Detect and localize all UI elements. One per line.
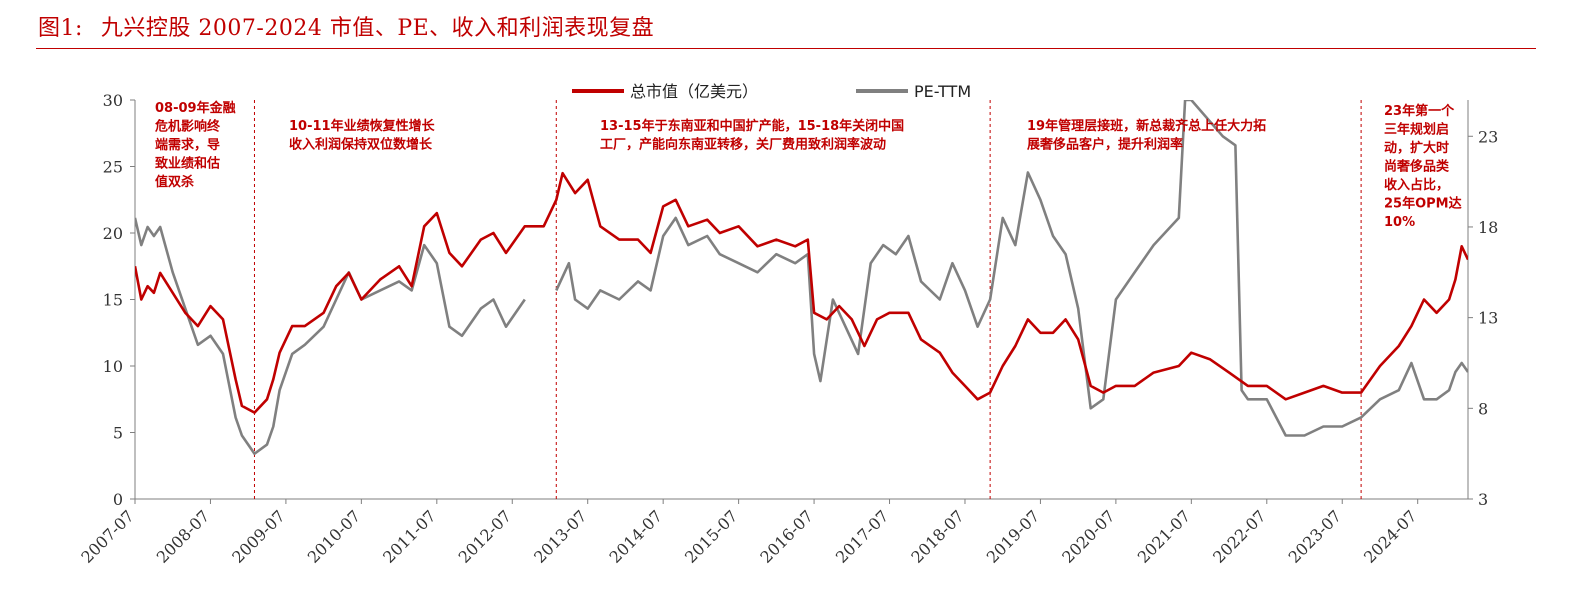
x-tick-label: 2022-07 xyxy=(1209,506,1269,566)
y-right-tick-label: 13 xyxy=(1478,309,1498,328)
annotation-line: 危机影响终 xyxy=(155,119,221,135)
x-tick-label: 2020-07 xyxy=(1058,506,1118,566)
legend-label-pe: PE-TTM xyxy=(914,82,971,101)
annotation-line: 收入利润保持双位数增长 xyxy=(289,137,433,153)
annotation-line: 19年管理层接班，新总裁齐总上任大力拓 xyxy=(1027,118,1266,134)
x-tick-label: 2016-07 xyxy=(756,506,816,566)
annotation-line: 25年OPM达 xyxy=(1384,196,1462,212)
y-left-tick-label: 0 xyxy=(113,490,123,509)
x-tick-label: 2009-07 xyxy=(228,506,288,566)
annotation-line: 23年第一个 xyxy=(1384,103,1455,119)
annotation-line: 三年规划启 xyxy=(1384,122,1449,138)
annotation-line: 致业绩和估 xyxy=(155,156,220,172)
annotation-line: 尚奢侈品类 xyxy=(1384,159,1450,175)
pe-ttm-line xyxy=(135,217,526,456)
market-cap-line xyxy=(135,171,1468,414)
x-tick-label: 2024-07 xyxy=(1360,506,1420,566)
x-tick-label: 2017-07 xyxy=(832,506,892,566)
figure-title: 图1: 九兴控股 2007-2024 市值、PE、收入和利润表现复盘 xyxy=(38,10,654,42)
y-right-tick-label: 3 xyxy=(1478,490,1488,509)
x-tick-label: 2008-07 xyxy=(153,506,213,566)
y-left-tick-label: 25 xyxy=(103,158,123,177)
annotation-line: 动，扩大时 xyxy=(1384,140,1449,156)
x-tick-label: 2023-07 xyxy=(1285,506,1345,566)
figure-title-text: 九兴控股 2007-2024 市值、PE、收入和利润表现复盘 xyxy=(100,16,655,41)
annotation-line: 工厂，产能向东南亚转移，关厂费用致利润率波动 xyxy=(600,137,886,153)
annotation-line: 10% xyxy=(1384,215,1415,230)
annotation-line: 值双杀 xyxy=(155,174,194,190)
figure-number: 图1: xyxy=(38,16,83,41)
x-tick-label: 2010-07 xyxy=(304,506,364,566)
x-tick-label: 2007-07 xyxy=(77,506,137,566)
x-tick-label: 2013-07 xyxy=(530,506,590,566)
legend-label-market-cap: 总市值（亿美元） xyxy=(630,82,758,101)
y-right-tick-label: 18 xyxy=(1478,218,1498,237)
x-tick-label: 2021-07 xyxy=(1134,506,1194,566)
y-left-tick-label: 15 xyxy=(103,291,123,310)
y-right-tick-label: 8 xyxy=(1478,399,1488,418)
y-left-tick-label: 5 xyxy=(113,424,123,443)
annotation-line: 10-11年业绩恢复性增长 xyxy=(289,118,436,134)
annotation-line: 展奢侈品客户，提升利润率 xyxy=(1027,137,1183,153)
x-tick-label: 2015-07 xyxy=(681,506,741,566)
y-left-tick-label: 10 xyxy=(103,357,123,376)
annotation-line: 13-15年于东南亚和中国扩产能，15-18年关闭中国 xyxy=(600,118,904,134)
annotation-line: 端需求，导 xyxy=(155,137,220,153)
x-tick-label: 2014-07 xyxy=(606,506,666,566)
y-right-tick-label: 23 xyxy=(1478,127,1498,146)
x-tick-label: 2018-07 xyxy=(907,506,967,566)
y-left-tick-label: 30 xyxy=(103,91,123,110)
annotation-line: 收入占比， xyxy=(1384,177,1449,193)
x-tick-label: 2012-07 xyxy=(455,506,515,566)
title-rule xyxy=(36,48,1536,49)
y-left-tick-label: 20 xyxy=(103,224,123,243)
pe-ttm-line xyxy=(555,100,1468,437)
annotation-line: 08-09年金融 xyxy=(155,100,236,116)
x-tick-label: 2019-07 xyxy=(983,506,1043,566)
x-tick-label: 2011-07 xyxy=(379,506,439,566)
